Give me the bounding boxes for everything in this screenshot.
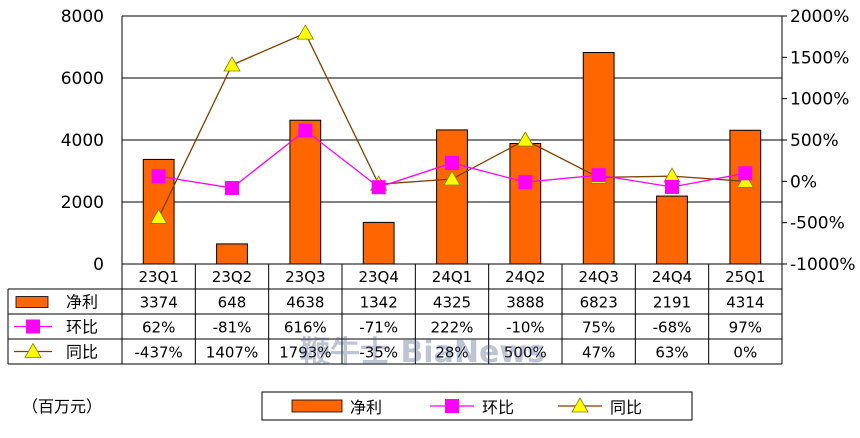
bar — [436, 129, 468, 265]
row-header: 同比 — [66, 343, 98, 362]
data-label: 1407% — [206, 344, 258, 362]
point — [223, 56, 241, 72]
x-axis-label: 23Q4 — [358, 268, 398, 286]
bar — [582, 51, 615, 265]
y-right-tick: 1500% — [790, 48, 849, 68]
data-label: 2191 — [653, 294, 691, 312]
data-label: 1342 — [360, 294, 398, 312]
bar — [362, 221, 395, 265]
unit-label: （百万元） — [22, 397, 102, 416]
point — [151, 169, 166, 184]
point — [736, 172, 755, 188]
legend: 净利 环比 同比 — [261, 391, 693, 421]
axes: 0 2000 4000 6000 8000 -1000% -500% 0% 500% 1000% 1… — [61, 7, 856, 275]
data-label: 75% — [582, 319, 615, 337]
point — [445, 399, 459, 413]
point — [24, 342, 42, 358]
data-label: 222% — [431, 319, 474, 337]
bar — [656, 195, 688, 265]
point — [591, 168, 606, 183]
y-left-tick: 2000 — [61, 193, 104, 213]
data-label: -71% — [359, 319, 398, 337]
data-label: -81% — [213, 319, 252, 337]
bar — [289, 119, 322, 265]
point — [225, 181, 239, 196]
y-left-tick: 4000 — [61, 131, 104, 151]
data-label: -68% — [653, 319, 692, 337]
point — [443, 170, 461, 186]
bar — [729, 129, 762, 265]
data-label: 500% — [504, 344, 547, 362]
data-label: 648 — [218, 294, 247, 312]
x-axis-label: 23Q3 — [285, 268, 325, 286]
point — [298, 123, 313, 138]
data-table: 23Q1 23Q2 23Q3 23Q4 24Q1 24Q2 24Q3 24Q4 25Q1 净利 33… — [7, 263, 783, 365]
data-label: 1793% — [279, 344, 331, 362]
point — [149, 208, 168, 224]
point — [516, 131, 535, 147]
data-label: 4325 — [433, 294, 471, 312]
watermark: 鞭牛士 BiaNews — [300, 335, 545, 370]
legend-label: 环比 — [482, 398, 514, 417]
y-left-tick: 0 — [93, 255, 104, 275]
x-axis-label: 25Q1 — [725, 268, 765, 286]
legend-label: 同比 — [610, 398, 642, 417]
y-left-tick: 8000 — [61, 7, 104, 27]
x-axis-label: 23Q1 — [138, 268, 178, 286]
point — [518, 175, 533, 190]
data-label: 28% — [435, 344, 468, 362]
data-label: -35% — [359, 344, 398, 362]
x-axis-label: 24Q3 — [578, 268, 618, 286]
line-series — [149, 24, 755, 224]
point — [26, 319, 40, 334]
data-label: 4638 — [286, 294, 324, 312]
x-axis-label: 24Q2 — [505, 268, 545, 286]
point — [296, 24, 315, 40]
data-label: -10% — [506, 319, 545, 337]
legend-key — [291, 399, 343, 413]
y-right-tick: 0% — [790, 172, 817, 192]
row-header: 净利 — [66, 293, 98, 312]
data-label: 97% — [729, 319, 762, 337]
data-label: 62% — [142, 319, 175, 337]
bar — [216, 243, 248, 265]
data-label: 3374 — [140, 294, 178, 312]
x-axis-label: 23Q2 — [212, 268, 252, 286]
y-right-tick: 1000% — [790, 90, 849, 110]
y-right-tick: -500% — [790, 214, 845, 234]
y-left-tick: 6000 — [61, 69, 104, 89]
data-label: 0% — [733, 344, 757, 362]
point — [665, 179, 679, 194]
data-label: 47% — [582, 344, 615, 362]
x-axis-label: 24Q4 — [652, 268, 692, 286]
point — [445, 155, 459, 170]
point — [371, 180, 386, 195]
data-label: 3888 — [506, 294, 544, 312]
y-right-tick: 500% — [790, 131, 839, 151]
legend-label: 净利 — [350, 398, 382, 417]
data-label: 6823 — [580, 294, 618, 312]
data-label: -437% — [135, 344, 183, 362]
y-right-tick: 2000% — [790, 7, 849, 27]
row-header: 环比 — [66, 318, 98, 337]
point — [571, 397, 589, 413]
x-axis-label: 24Q1 — [432, 268, 472, 286]
row-key — [15, 296, 49, 308]
y-right-tick: -1000% — [790, 255, 856, 275]
bar — [509, 142, 542, 265]
data-label: 63% — [655, 344, 688, 362]
data-label: 4314 — [726, 294, 764, 312]
point — [738, 166, 753, 181]
data-label: 616% — [284, 319, 327, 337]
